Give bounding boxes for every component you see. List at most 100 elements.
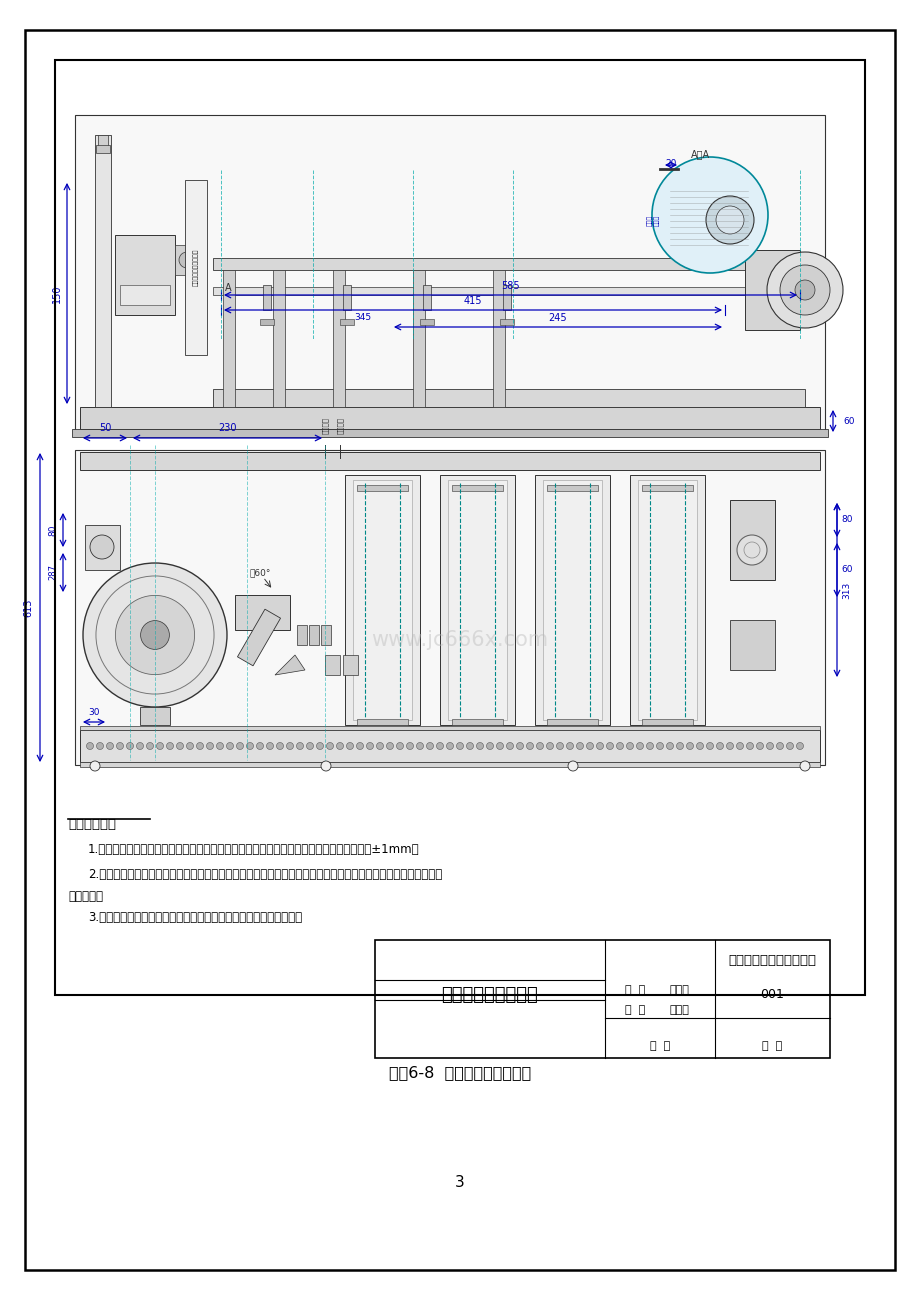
- Bar: [375, 940, 829, 1059]
- Text: 613: 613: [23, 599, 33, 617]
- Circle shape: [306, 742, 313, 750]
- Circle shape: [716, 742, 722, 750]
- Circle shape: [794, 280, 814, 299]
- Circle shape: [586, 742, 593, 750]
- Text: 皮带宽: 皮带宽: [653, 215, 659, 225]
- Circle shape: [776, 742, 783, 750]
- Text: 模拟接近开关调整高度: 模拟接近开关调整高度: [193, 249, 199, 285]
- Text: 附录6-8  分拣设备部件组装图: 附录6-8 分拣设备部件组装图: [389, 1065, 530, 1079]
- Bar: [98, 135, 108, 150]
- Circle shape: [236, 742, 244, 750]
- Circle shape: [652, 158, 767, 273]
- Bar: [448, 480, 506, 720]
- Text: 皮带宽度: 皮带宽度: [322, 417, 328, 434]
- Circle shape: [296, 742, 303, 750]
- Bar: [95, 135, 111, 408]
- Circle shape: [357, 742, 363, 750]
- Circle shape: [277, 742, 283, 750]
- Circle shape: [336, 742, 343, 750]
- Circle shape: [506, 742, 513, 750]
- Text: 415: 415: [463, 296, 482, 306]
- Circle shape: [326, 742, 334, 750]
- Circle shape: [115, 595, 195, 674]
- Bar: [729, 500, 774, 579]
- Text: 1.以实训台左右两端为尺寸的基准时，端面包括封口的硬塑盖。各处安装尺寸的误差不大于±1mm。: 1.以实训台左右两端为尺寸的基准时，端面包括封口的硬塑盖。各处安装尺寸的误差不大…: [88, 842, 419, 855]
- Bar: [96, 145, 110, 154]
- Text: A: A: [224, 283, 231, 293]
- Text: 皮带长度: 皮带长度: [336, 417, 343, 434]
- Circle shape: [176, 742, 183, 750]
- Text: 30: 30: [88, 708, 99, 717]
- Bar: [641, 719, 692, 725]
- Text: 313: 313: [842, 582, 851, 599]
- Circle shape: [136, 742, 143, 750]
- Text: 分拣设备部件组装图: 分拣设备部件组装图: [441, 986, 538, 1004]
- Circle shape: [715, 206, 743, 234]
- Bar: [503, 285, 510, 310]
- Circle shape: [216, 742, 223, 750]
- Circle shape: [146, 742, 153, 750]
- Circle shape: [476, 742, 483, 750]
- Circle shape: [316, 742, 323, 750]
- Bar: [234, 595, 289, 630]
- Circle shape: [127, 742, 133, 750]
- Polygon shape: [275, 655, 305, 674]
- Text: 20: 20: [664, 159, 676, 168]
- Bar: [729, 620, 774, 671]
- Bar: [333, 270, 345, 408]
- Circle shape: [745, 742, 753, 750]
- Text: 2.气动机械手的安装尺寸仅供参考，需要根据实际进行调整，以机械手能从皮带输送机抜取工件并顺利搞运到处理: 2.气动机械手的安装尺寸仅供参考，需要根据实际进行调整，以机械手能从皮带输送机抜…: [88, 868, 442, 881]
- Circle shape: [736, 535, 766, 565]
- Bar: [75, 115, 824, 435]
- Circle shape: [346, 742, 353, 750]
- Circle shape: [256, 742, 263, 750]
- Text: 比  例: 比 例: [649, 1042, 669, 1051]
- Circle shape: [786, 742, 792, 750]
- Bar: [547, 486, 597, 491]
- Circle shape: [117, 742, 123, 750]
- Text: 要求和说明：: 要求和说明：: [68, 818, 116, 831]
- Circle shape: [456, 742, 463, 750]
- Bar: [542, 480, 601, 720]
- Circle shape: [606, 742, 613, 750]
- Circle shape: [416, 742, 423, 750]
- Circle shape: [446, 742, 453, 750]
- Text: 230: 230: [218, 423, 236, 434]
- Bar: [213, 286, 804, 296]
- Text: 3.传感器的安装高度、检测灵敏度，均需根据生产要求，进行调整。: 3.传感器的安装高度、检测灵敏度，均需根据生产要求，进行调整。: [88, 911, 301, 924]
- Text: 287: 287: [49, 565, 57, 581]
- Circle shape: [90, 535, 114, 559]
- Circle shape: [766, 253, 842, 328]
- Circle shape: [779, 266, 829, 315]
- Text: 盘中为准。: 盘中为准。: [68, 891, 103, 904]
- Bar: [413, 270, 425, 408]
- Bar: [423, 285, 430, 310]
- Circle shape: [206, 742, 213, 750]
- Text: 电工电子技能比赛执委会: 电工电子技能比赛执委会: [728, 953, 816, 966]
- Bar: [630, 475, 704, 725]
- Circle shape: [636, 742, 642, 750]
- Bar: [343, 655, 357, 674]
- Bar: [72, 428, 827, 437]
- Bar: [637, 480, 697, 720]
- Circle shape: [665, 742, 673, 750]
- Bar: [547, 719, 597, 725]
- Circle shape: [546, 742, 553, 750]
- Circle shape: [197, 742, 203, 750]
- Bar: [119, 285, 170, 305]
- Text: 80: 80: [49, 525, 57, 535]
- Circle shape: [566, 742, 573, 750]
- Bar: [357, 486, 407, 491]
- Text: 命题组: 命题组: [669, 986, 689, 995]
- Circle shape: [366, 742, 373, 750]
- Bar: [213, 258, 804, 270]
- Bar: [80, 762, 819, 767]
- Circle shape: [567, 760, 577, 771]
- Circle shape: [321, 760, 331, 771]
- Bar: [55, 60, 864, 995]
- Circle shape: [406, 742, 413, 750]
- Bar: [535, 475, 609, 725]
- Text: 80: 80: [840, 516, 852, 525]
- Bar: [451, 719, 503, 725]
- Bar: [222, 270, 234, 408]
